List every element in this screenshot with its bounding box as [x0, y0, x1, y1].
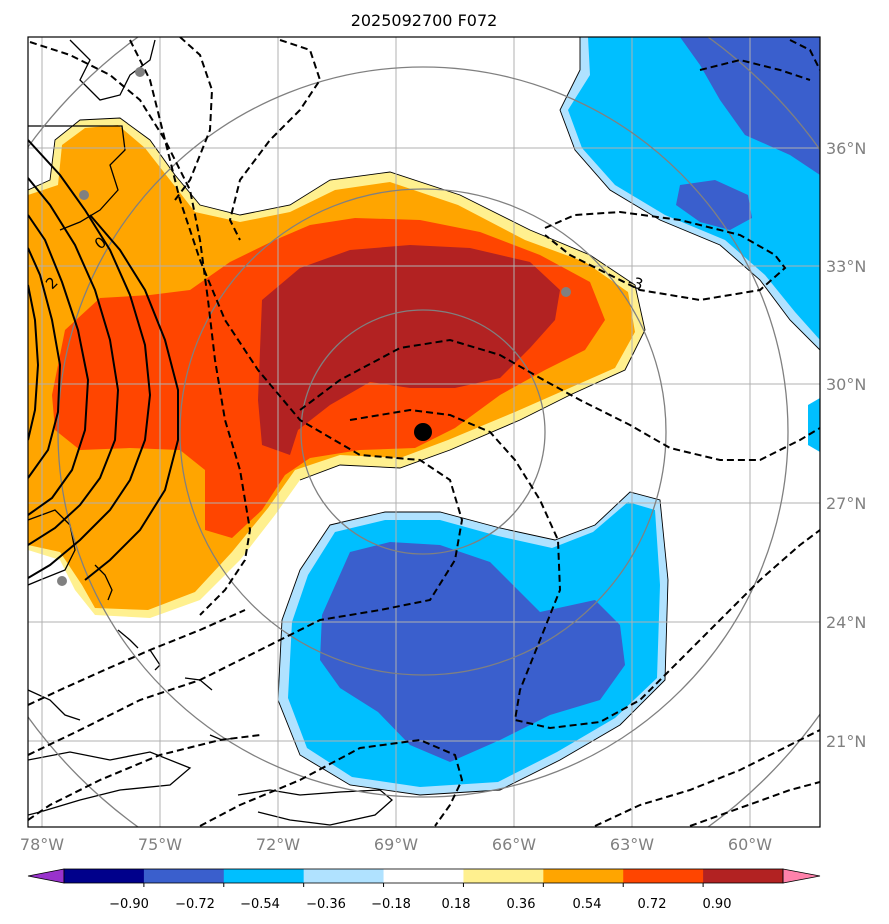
colorbar-segment — [64, 869, 145, 883]
lat-tick-label: 24°N — [826, 613, 866, 632]
colorbar-label: −0.54 — [240, 897, 280, 912]
colorbar-segment — [463, 869, 544, 883]
colorbar-segment — [303, 869, 385, 883]
station-markers — [57, 67, 571, 586]
lat-tick-labels: 36°N 33°N 30°N 27°N 24°N 21°N — [826, 139, 866, 751]
colorbar-label: 0.90 — [703, 897, 732, 912]
fill-neg-0.54-northeast-blob — [676, 180, 752, 230]
outline-south — [277, 491, 669, 796]
outline-northeast — [559, 37, 820, 351]
colorbar-extend-low — [27, 868, 65, 884]
solid-contour-1 — [28, 139, 152, 579]
range-ring-3 — [57, 66, 789, 798]
lat-tick-label: 21°N — [826, 732, 866, 751]
dashed-contour-13 — [689, 781, 820, 827]
dashed-contour-10 — [28, 734, 261, 821]
dashed-contour-11 — [199, 738, 464, 827]
colorbar-label: 0.72 — [638, 897, 667, 912]
dashed-contour-6 — [349, 408, 820, 730]
colorbar-label: −0.90 — [109, 897, 149, 912]
colorbar-label: −0.36 — [306, 897, 346, 912]
lon-tick-label: 75°W — [138, 835, 182, 854]
coast-cuba — [28, 751, 192, 816]
positive-contours — [28, 139, 179, 581]
fill-neg-0.36-east-edge — [808, 398, 820, 452]
lat-tick-label: 27°N — [826, 494, 866, 513]
dashed-contour-4 — [228, 39, 322, 241]
range-ring-2 — [179, 188, 667, 676]
solid-contour-2 — [28, 177, 120, 546]
dashed-contour-3 — [174, 37, 214, 201]
colorbar-outline — [63, 868, 784, 884]
dashed-contour-8 — [789, 39, 820, 71]
coast-us-northeast — [28, 125, 126, 231]
colorbar-segment — [383, 869, 464, 883]
positive-anomaly-fill — [28, 118, 645, 618]
station-marker-3 — [561, 287, 571, 297]
dashed-contour-2 — [28, 39, 464, 756]
coast-bahamas-4 — [28, 689, 81, 721]
colorbar-label: −0.18 — [371, 897, 411, 912]
coast-new-england — [69, 39, 156, 101]
coast-bahamas-1 — [94, 564, 113, 601]
dashed-contour-7 — [544, 210, 787, 302]
colorbar-label: 0.54 — [573, 897, 602, 912]
colorbar: −0.90 −0.72 −0.54 −0.36 −0.18 0.18 0.36 … — [27, 868, 821, 912]
colorbar-segment — [223, 869, 305, 883]
lon-tick-label: 69°W — [374, 835, 418, 854]
colorbar-labels: −0.90 −0.72 −0.54 −0.36 −0.18 0.18 0.36 … — [109, 897, 731, 912]
station-marker-2 — [79, 190, 89, 200]
map-title: 2025092700 F072 — [351, 11, 498, 30]
storm-center-marker — [414, 423, 432, 441]
colorbar-extend-high — [782, 868, 821, 884]
colorbar-segment — [623, 869, 704, 883]
lon-tick-labels: 78°W 75°W 72°W 69°W 66°W 63°W 60°W — [20, 835, 772, 854]
lon-tick-label: 72°W — [256, 835, 300, 854]
lat-tick-label: 33°N — [826, 257, 866, 276]
colorbar-ticks — [143, 883, 704, 887]
lat-tick-label: 36°N — [826, 139, 866, 158]
lon-tick-label: 63°W — [610, 835, 654, 854]
coast-florida — [28, 509, 76, 586]
contour-label-minus-3: -3 — [626, 272, 645, 293]
solid-contour-3 — [28, 214, 90, 516]
colorbar-segment — [543, 869, 624, 883]
coast-bahamas-2 — [117, 629, 139, 649]
dashed-contour-9 — [699, 58, 811, 81]
lon-tick-label: 66°W — [492, 835, 536, 854]
outline-positive — [28, 117, 646, 481]
colorbar-segments — [27, 868, 821, 884]
station-marker-4 — [57, 576, 67, 586]
solid-contour-4 — [28, 247, 62, 479]
negative-contours — [28, 37, 820, 827]
colorbar-label: 0.18 — [442, 897, 471, 912]
colorbar-segment — [143, 869, 225, 883]
colorbar-label: 0.36 — [507, 897, 536, 912]
coastlines — [28, 39, 393, 826]
dashed-contour-1 — [29, 41, 252, 616]
fill-edge-outlines — [28, 37, 820, 796]
solid-contour-6 — [84, 214, 179, 581]
dashed-contour-5 — [299, 338, 820, 461]
lon-tick-label: 60°W — [728, 835, 772, 854]
lon-tick-label: 78°W — [20, 835, 64, 854]
solid-contour-5 — [28, 284, 40, 441]
colorbar-label: −0.72 — [175, 897, 215, 912]
range-ring-1 — [300, 309, 546, 555]
lat-tick-label: 30°N — [826, 375, 866, 394]
fill-0.72 — [258, 245, 560, 455]
station-marker-1 — [135, 67, 145, 77]
map-frame — [27, 36, 821, 828]
colorbar-segment — [703, 869, 784, 883]
